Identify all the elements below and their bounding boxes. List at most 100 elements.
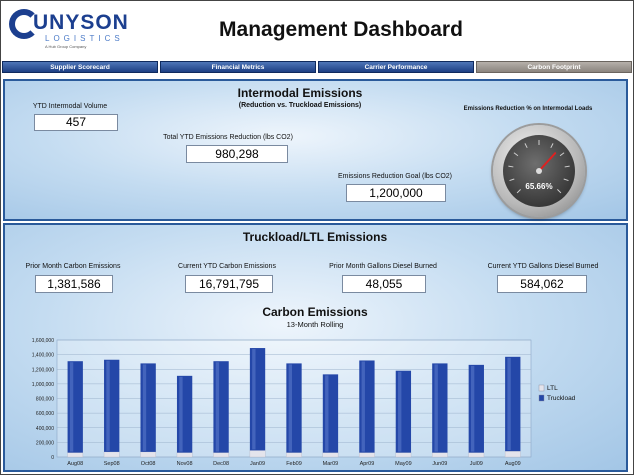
current-ytd-diesel-label: Current YTD Gallons Diesel Burned <box>487 263 599 270</box>
gauge-value: 65.66% <box>525 182 553 191</box>
bar-truckload <box>140 363 156 452</box>
bar-highlight <box>215 362 220 452</box>
gauge-dial: 65.66% <box>503 135 575 207</box>
x-tick-label: Jul09 <box>470 461 483 467</box>
bar-highlight <box>69 362 74 452</box>
bar-ltl <box>67 452 84 458</box>
bar-ltl <box>213 452 229 458</box>
gauge-tick <box>516 189 521 194</box>
bar-ltl <box>103 451 120 458</box>
tab-financial-metrics[interactable]: Financial Metrics <box>160 61 316 73</box>
tab-supplier-scorecard[interactable]: Supplier Scorecard <box>2 61 158 73</box>
current-ytd-carbon-value: 16,791,795 <box>185 275 273 293</box>
page-title: Management Dashboard <box>219 18 463 41</box>
y-tick-label: 600,000 <box>36 411 54 417</box>
x-tick-label: Feb09 <box>286 461 302 467</box>
y-tick-label: 1,600,000 <box>32 338 54 344</box>
bar-highlight <box>142 364 147 451</box>
bar-truckload <box>67 361 83 453</box>
bar-ltl <box>140 451 157 458</box>
bar-highlight <box>398 371 402 452</box>
x-tick-label: Aug09 <box>505 461 521 467</box>
gauge-hub <box>536 168 542 174</box>
chart-subtitle: 13-Month Rolling <box>286 320 344 329</box>
y-tick-label: 200,000 <box>36 440 54 446</box>
prior-month-carbon-value: 1,381,586 <box>35 275 113 293</box>
x-tick-label: Mar09 <box>323 461 339 467</box>
reduction-goal-label: Emissions Reduction Goal (lbs CO2) <box>338 173 452 180</box>
prior-month-carbon-label: Prior Month Carbon Emissions <box>25 263 121 270</box>
legend-swatch <box>538 384 545 392</box>
bar-highlight <box>288 364 293 452</box>
legend-label: Truckload <box>547 395 576 402</box>
bar-highlight <box>361 361 365 452</box>
x-tick-label: May09 <box>395 461 412 467</box>
gauge-tick <box>564 165 570 168</box>
gauge-face <box>508 140 570 194</box>
bar-highlight <box>470 365 475 452</box>
gauge-ticks <box>508 140 570 194</box>
prior-month-diesel-label: Prior Month Gallons Diesel Burned <box>329 263 437 270</box>
current-ytd-diesel-value: 584,062 <box>497 275 587 293</box>
x-tick-label: Jun09 <box>432 461 447 467</box>
x-tick-label: Nov08 <box>177 461 193 467</box>
intermodal-emissions-panel: Intermodal Emissions (Reduction vs. Truc… <box>3 79 628 221</box>
bar-truckload <box>249 348 266 451</box>
legend-swatch <box>538 394 545 402</box>
ytd-volume-label: YTD Intermodal Volume <box>32 103 108 110</box>
bar-highlight <box>106 360 110 451</box>
bar-ltl <box>359 452 375 458</box>
total-reduction-label: Total YTD Emissions Reduction (lbs CO2) <box>163 134 293 141</box>
current-ytd-carbon-label: Current YTD Carbon Emissions <box>178 263 276 270</box>
intermodal-subtitle: (Reduction vs. Truckload Emissions) <box>238 102 362 109</box>
bar-ltl <box>395 452 412 458</box>
gauge-tick <box>524 143 528 149</box>
gauge-tick <box>557 189 562 194</box>
tab-carrier-performance[interactable]: Carrier Performance <box>318 61 474 73</box>
tab-bar: Supplier Scorecard Financial Metrics Car… <box>2 61 632 73</box>
gauge-needle <box>538 152 557 172</box>
bar-ltl <box>504 450 521 458</box>
bar-ltl <box>431 452 448 458</box>
bar-highlight <box>507 357 511 451</box>
bar-ltl <box>249 450 266 458</box>
bar-truckload <box>213 361 229 453</box>
bar-highlight <box>179 376 183 452</box>
y-tick-label: 800,000 <box>36 397 54 403</box>
logo-tagline: A Hub Group Company <box>45 44 87 49</box>
x-tick-label: Jan09 <box>250 461 265 467</box>
x-tick-label: Sep08 <box>104 461 120 467</box>
logo-main-text: UNYSON <box>33 11 129 34</box>
gauge-tick <box>508 165 514 168</box>
bar-truckload <box>286 363 302 453</box>
prior-month-diesel-value: 48,055 <box>342 275 426 293</box>
y-tick-label: 1,400,000 <box>32 353 54 359</box>
total-reduction-value: 980,298 <box>186 145 288 163</box>
x-tick-label: Apr09 <box>360 461 375 467</box>
x-tick-label: Dec08 <box>213 461 229 467</box>
x-tick-label: Oct08 <box>141 461 156 467</box>
company-logo: UNYSON LOGISTICS A Hub Group Company <box>9 7 149 49</box>
bar-ltl <box>176 452 193 458</box>
legend-label: LTL <box>547 385 558 392</box>
carbon-emissions-chart: 0 200,000 400,000 600,000 800,000 1,000,000 1,… <box>32 338 576 467</box>
bar-truckload <box>432 363 448 453</box>
header: UNYSON LOGISTICS A Hub Group Company Man… <box>1 1 633 59</box>
y-tick-label: 1,200,000 <box>32 367 54 373</box>
gauge-tick <box>559 152 565 157</box>
bar-truckload <box>176 375 193 453</box>
gauge-label: Emissions Reduction % on Intermodal Load… <box>463 106 593 112</box>
bar-truckload <box>505 356 521 452</box>
bar-highlight <box>325 375 329 452</box>
x-tick-label: Aug08 <box>67 461 83 467</box>
gauge-tick <box>513 152 519 157</box>
bar-truckload <box>104 359 120 452</box>
truckload-title: Truckload/LTL Emissions <box>242 230 388 244</box>
tab-carbon-footprint[interactable]: Carbon Footprint <box>476 61 632 73</box>
bar-truckload <box>359 360 375 453</box>
reduction-gauge: 65.66% <box>493 125 585 217</box>
bar-truckload <box>322 374 339 453</box>
y-tick-label: 400,000 <box>36 426 54 432</box>
gauge-tick <box>563 178 569 182</box>
bar-ltl <box>468 452 485 458</box>
